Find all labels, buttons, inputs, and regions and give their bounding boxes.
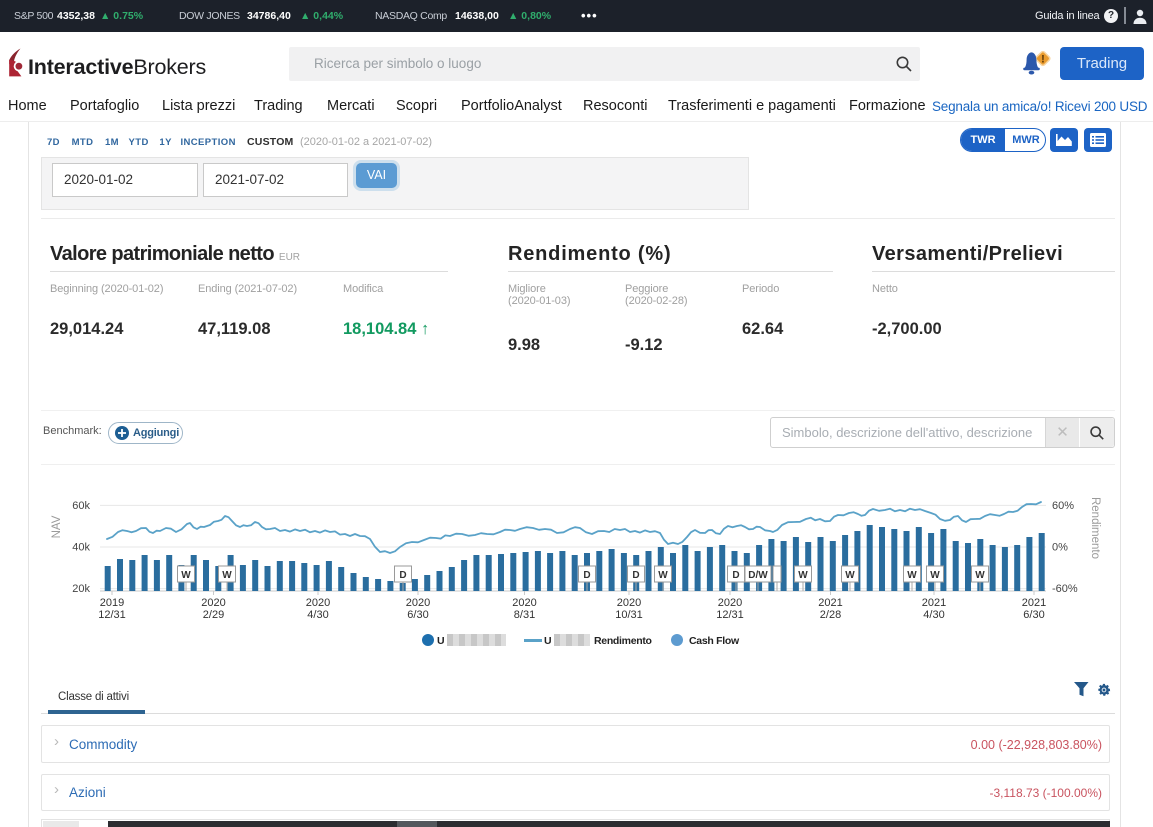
svg-text:2020: 2020 bbox=[718, 597, 742, 609]
svg-text:2/28: 2/28 bbox=[820, 609, 841, 621]
svg-text:12/31: 12/31 bbox=[98, 609, 126, 621]
svg-text:0%: 0% bbox=[1052, 542, 1068, 554]
svg-text:2021: 2021 bbox=[818, 597, 842, 609]
svg-text:!: ! bbox=[1041, 54, 1045, 66]
svg-text:2/29: 2/29 bbox=[203, 609, 224, 621]
svg-text:2020: 2020 bbox=[201, 597, 225, 609]
svg-text:D: D bbox=[583, 570, 590, 581]
svg-text:W: W bbox=[181, 570, 191, 581]
svg-text:2020: 2020 bbox=[617, 597, 641, 609]
svg-text:NAV: NAV bbox=[51, 515, 63, 538]
svg-text:12/31: 12/31 bbox=[716, 609, 744, 621]
svg-text:8/31: 8/31 bbox=[514, 609, 535, 621]
svg-text:2021: 2021 bbox=[922, 597, 946, 609]
svg-text:6/30: 6/30 bbox=[407, 609, 428, 621]
svg-text:2020: 2020 bbox=[512, 597, 536, 609]
svg-text:10/31: 10/31 bbox=[615, 609, 643, 621]
svg-text:W: W bbox=[907, 570, 917, 581]
svg-text:2021: 2021 bbox=[1022, 597, 1046, 609]
svg-text:20k: 20k bbox=[72, 583, 90, 595]
svg-text:60k: 60k bbox=[72, 500, 90, 512]
svg-text:D/W: D/W bbox=[748, 570, 768, 581]
svg-text:40k: 40k bbox=[72, 542, 90, 554]
svg-text:60%: 60% bbox=[1052, 500, 1074, 512]
svg-text:-60%: -60% bbox=[1052, 583, 1078, 595]
svg-text:D: D bbox=[399, 570, 406, 581]
svg-text:W: W bbox=[222, 570, 232, 581]
svg-text:2019: 2019 bbox=[100, 597, 124, 609]
svg-text:2020: 2020 bbox=[406, 597, 430, 609]
svg-text:Rendimento: Rendimento bbox=[1089, 497, 1101, 559]
svg-text:4/30: 4/30 bbox=[307, 609, 328, 621]
svg-text:2020: 2020 bbox=[306, 597, 330, 609]
svg-text:W: W bbox=[798, 570, 808, 581]
svg-text:W: W bbox=[975, 570, 985, 581]
svg-text:W: W bbox=[658, 570, 668, 581]
svg-text:W: W bbox=[930, 570, 940, 581]
svg-text:W: W bbox=[845, 570, 855, 581]
svg-text:6/30: 6/30 bbox=[1023, 609, 1044, 621]
svg-text:4/30: 4/30 bbox=[923, 609, 944, 621]
svg-text:D: D bbox=[632, 570, 639, 581]
svg-text:D: D bbox=[732, 570, 739, 581]
